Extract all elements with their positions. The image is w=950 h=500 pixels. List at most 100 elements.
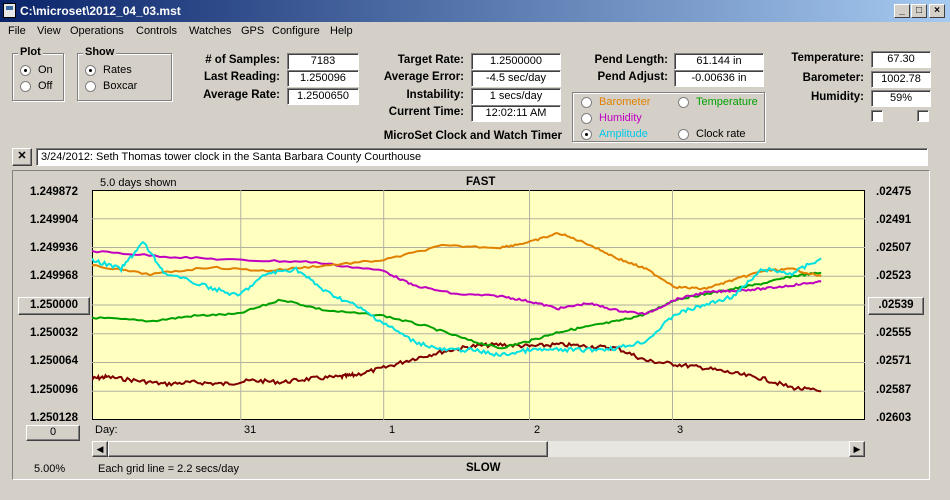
day-tick-31: 31 bbox=[244, 424, 257, 436]
last-reading-field: 1.250096 bbox=[287, 70, 359, 87]
barometer-label[interactable]: Barometer bbox=[599, 96, 651, 108]
right-center-button[interactable]: .02539 bbox=[868, 297, 924, 315]
day-tick-1: 1 bbox=[389, 424, 396, 436]
pend-length-field[interactable]: 61.144 in bbox=[674, 53, 764, 70]
scroll-thumb[interactable] bbox=[108, 441, 548, 457]
temperature-radio[interactable] bbox=[678, 97, 689, 108]
samples-field: 7183 bbox=[287, 53, 359, 70]
menu-help[interactable]: Help bbox=[330, 25, 353, 37]
left-tick-2: 1.249936 bbox=[30, 242, 78, 254]
horizontal-scrollbar[interactable]: ◀ ▶ bbox=[92, 441, 865, 457]
show-rates-radio[interactable] bbox=[85, 65, 96, 76]
left-tick-3: 1.249968 bbox=[30, 270, 78, 282]
humidity-env-label: Humidity: bbox=[810, 91, 864, 103]
scroll-right-button[interactable]: ▶ bbox=[849, 441, 865, 457]
show-rates-label[interactable]: Rates bbox=[103, 64, 132, 76]
env-checkbox-left[interactable] bbox=[871, 110, 883, 122]
scroll-left-button[interactable]: ◀ bbox=[92, 441, 108, 457]
plot-group bbox=[12, 53, 64, 101]
grid-note: Each grid line = 2.2 secs/day bbox=[98, 463, 239, 475]
menu-controls[interactable]: Controls bbox=[136, 25, 177, 37]
amplitude-label[interactable]: Amplitude bbox=[599, 128, 648, 140]
plot-off-label[interactable]: Off bbox=[38, 80, 53, 92]
env-checkbox-right[interactable] bbox=[917, 110, 929, 122]
barometer-env-label: Barometer: bbox=[802, 72, 864, 84]
series-line-3 bbox=[92, 232, 822, 291]
menu-watches[interactable]: Watches bbox=[189, 25, 232, 37]
left-tick-1: 1.249904 bbox=[30, 214, 78, 226]
window-title: C:\microset\2012_04_03.mst bbox=[20, 4, 181, 18]
current-time-label: Current Time: bbox=[388, 106, 464, 118]
clear-description-button[interactable]: ✕ bbox=[12, 148, 32, 166]
target-rate-field[interactable]: 1.2500000 bbox=[471, 53, 561, 70]
temperature-label[interactable]: Temperature bbox=[696, 96, 758, 108]
series-select-group bbox=[572, 92, 765, 142]
maximize-button[interactable]: □ bbox=[911, 4, 927, 18]
menu-view[interactable]: View bbox=[37, 25, 61, 37]
average-rate-field: 1.2500650 bbox=[287, 88, 359, 105]
show-boxcar-label[interactable]: Boxcar bbox=[103, 80, 138, 92]
menu-bar: File View Operations Controls Watches GP… bbox=[0, 23, 950, 41]
pend-length-label: Pend Length: bbox=[594, 54, 668, 66]
menu-operations[interactable]: Operations bbox=[70, 25, 124, 37]
last-reading-label: Last Reading: bbox=[203, 71, 280, 83]
barometer-env-field: 1002.78 bbox=[871, 71, 931, 88]
left-tick-5: 1.250032 bbox=[30, 327, 78, 339]
right-tick-6: .02571 bbox=[876, 355, 912, 367]
day-tick-2: 2 bbox=[534, 424, 541, 436]
app-icon bbox=[3, 3, 16, 18]
series-line-0 bbox=[92, 341, 822, 393]
right-tick-2: .02507 bbox=[876, 242, 912, 254]
plot-off-radio[interactable] bbox=[20, 81, 31, 92]
menu-file[interactable]: File bbox=[8, 25, 26, 37]
description-field[interactable]: 3/24/2012: Seth Thomas tower clock in th… bbox=[36, 148, 928, 166]
show-group-label: Show bbox=[83, 46, 117, 58]
target-rate-label: Target Rate: bbox=[397, 54, 464, 66]
show-boxcar-radio[interactable] bbox=[85, 81, 96, 92]
slow-label: SLOW bbox=[466, 462, 501, 474]
app-title: MicroSet Clock and Watch Timer bbox=[383, 130, 562, 142]
menu-gps[interactable]: GPS bbox=[241, 25, 265, 37]
temperature-env-field: 67.30 bbox=[871, 51, 931, 68]
left-tick-6: 1.250064 bbox=[30, 355, 78, 367]
plot-group-label: Plot bbox=[18, 46, 43, 58]
minimize-button[interactable]: _ bbox=[894, 4, 910, 18]
rate-chart bbox=[92, 190, 865, 420]
left-tick-0: 1.249872 bbox=[30, 186, 78, 198]
left-tick-8: 1.250128 bbox=[30, 412, 78, 424]
right-tick-0: .02475 bbox=[876, 186, 912, 198]
right-tick-8: .02603 bbox=[876, 412, 912, 424]
current-time-field: 12:02:11 AM bbox=[471, 105, 561, 122]
plot-on-label[interactable]: On bbox=[38, 64, 53, 76]
close-window-button[interactable]: × bbox=[929, 4, 945, 18]
clock-rate-radio[interactable] bbox=[678, 129, 689, 140]
amplitude-radio[interactable] bbox=[581, 129, 592, 140]
right-tick-3: .02523 bbox=[876, 270, 912, 282]
average-rate-label: Average Rate: bbox=[203, 89, 280, 101]
series-line-4 bbox=[92, 240, 822, 358]
series-line-2 bbox=[92, 250, 822, 316]
humidity-label[interactable]: Humidity bbox=[599, 112, 642, 124]
humidity-radio[interactable] bbox=[581, 113, 592, 124]
fast-label: FAST bbox=[466, 176, 496, 188]
clock-rate-label[interactable]: Clock rate bbox=[696, 128, 746, 140]
menu-configure[interactable]: Configure bbox=[272, 25, 320, 37]
plot-on-radio[interactable] bbox=[20, 65, 31, 76]
pend-adjust-label: Pend Adjust: bbox=[597, 71, 669, 83]
barometer-radio[interactable] bbox=[581, 97, 592, 108]
left-tick-7: 1.250096 bbox=[30, 384, 78, 396]
center-rate-button[interactable]: 1.250000 bbox=[18, 297, 90, 315]
zoom-percent: 5.00% bbox=[34, 463, 66, 475]
show-group bbox=[77, 53, 172, 101]
temperature-env-label: Temperature: bbox=[791, 52, 864, 64]
right-tick-1: .02491 bbox=[876, 214, 912, 226]
average-error-field: -4.5 sec/day bbox=[471, 70, 561, 87]
right-tick-5: .02555 bbox=[876, 327, 912, 339]
day-axis-label: Day: bbox=[95, 424, 118, 436]
average-error-label: Average Error: bbox=[383, 71, 464, 83]
humidity-env-field: 59% bbox=[871, 90, 931, 107]
days-shown-label: 5.0 days shown bbox=[100, 177, 177, 189]
pend-adjust-field: -0.00636 in bbox=[674, 70, 764, 87]
right-tick-7: .02587 bbox=[876, 384, 912, 396]
offset-button[interactable]: 0 bbox=[26, 425, 80, 441]
